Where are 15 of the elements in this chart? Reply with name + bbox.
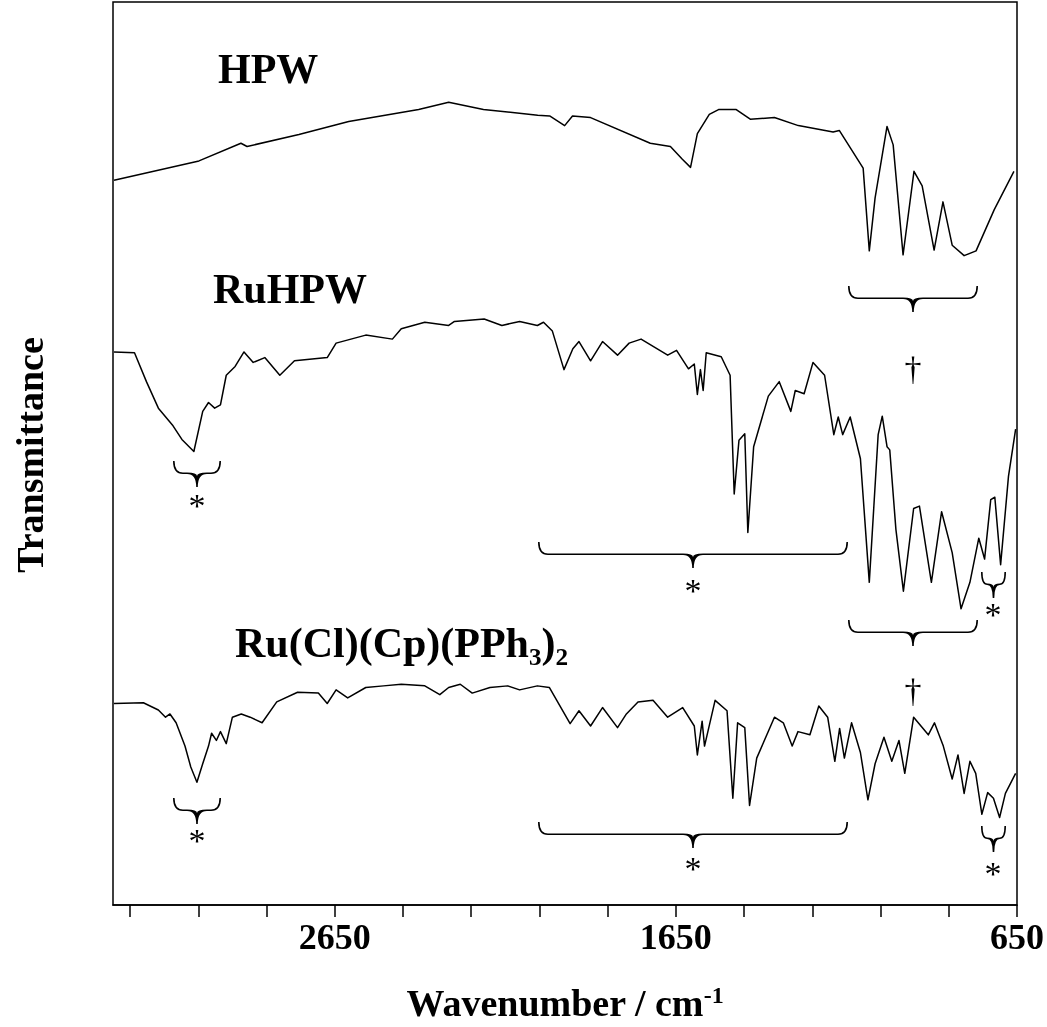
annotation: † <box>904 671 922 709</box>
annotation: * <box>188 821 206 859</box>
series-label: RuHPW <box>213 266 368 312</box>
annotation: * <box>684 849 702 887</box>
series-label: Ru(Cl)(Cp)(PPh₃)₂ <box>235 620 569 667</box>
annotation: † <box>904 349 922 387</box>
x-tick-label: 2650 <box>298 917 371 957</box>
annotation: * <box>984 595 1002 633</box>
x-tick-label: 650 <box>990 917 1044 957</box>
annotation: * <box>984 854 1002 892</box>
x-tick-label: 1650 <box>639 917 712 957</box>
annotation: * <box>188 486 206 524</box>
series-label: HPW <box>218 46 319 92</box>
y-axis-title: Transmittance <box>9 337 51 573</box>
annotation: * <box>684 571 702 609</box>
